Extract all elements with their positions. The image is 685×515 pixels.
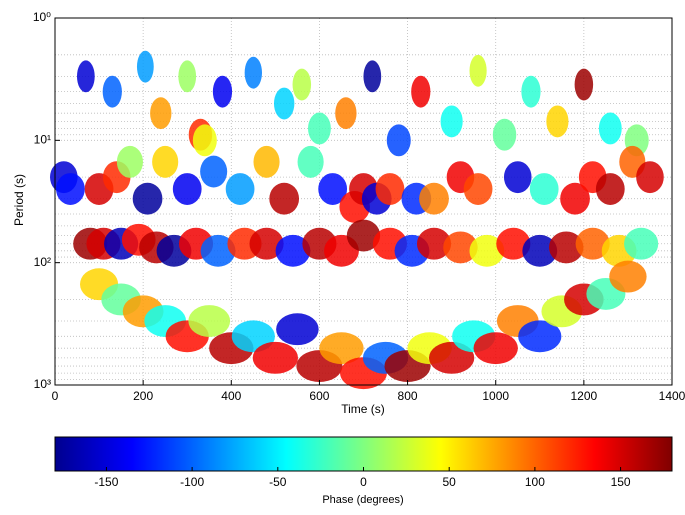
colorbar-tick-label: 100 bbox=[525, 475, 545, 489]
phase-blob bbox=[624, 227, 659, 260]
phase-blob bbox=[276, 313, 319, 346]
phase-blob bbox=[503, 161, 532, 194]
phase-blob bbox=[469, 234, 505, 267]
colorbar-tick-label: 50 bbox=[443, 475, 457, 489]
phase-blob bbox=[132, 182, 163, 215]
phase-blob bbox=[386, 124, 411, 157]
x-tick-label: 200 bbox=[133, 389, 153, 403]
phase-blob bbox=[492, 118, 517, 151]
phase-blob bbox=[335, 97, 357, 130]
phase-blob bbox=[56, 173, 85, 205]
x-tick-label: 0 bbox=[52, 389, 59, 403]
x-tick-label: 1200 bbox=[571, 389, 598, 403]
phase-blob bbox=[150, 97, 172, 130]
phase-blob bbox=[200, 234, 236, 267]
phase-blob bbox=[546, 105, 569, 138]
phase-blob bbox=[319, 332, 364, 365]
phase-blob bbox=[575, 227, 610, 260]
colorbar-tick-label: 0 bbox=[360, 475, 367, 489]
phase-blob bbox=[200, 155, 228, 188]
phase-blob bbox=[416, 227, 452, 260]
x-tick-label: 600 bbox=[309, 389, 329, 403]
phase-blob bbox=[318, 173, 348, 205]
phase-blob bbox=[469, 54, 487, 87]
phase-blob bbox=[212, 75, 233, 108]
x-tick-label: 800 bbox=[398, 389, 418, 403]
phase-blob bbox=[609, 260, 647, 293]
phase-blob bbox=[192, 124, 217, 157]
phase-blob bbox=[440, 105, 463, 138]
phase-blob bbox=[136, 50, 154, 83]
phase-blob bbox=[560, 182, 590, 215]
phase-blob bbox=[363, 60, 382, 93]
x-tick-label: 1000 bbox=[482, 389, 509, 403]
colorbar-label: Phase (degrees) bbox=[322, 494, 403, 506]
y-tick-label: 10⁰ bbox=[33, 10, 51, 24]
phase-blob bbox=[574, 68, 594, 101]
phase-blob bbox=[102, 75, 122, 108]
phase-blob bbox=[178, 60, 197, 93]
phase-blob bbox=[188, 305, 231, 337]
phase-blob bbox=[636, 161, 664, 194]
phase-blob bbox=[253, 145, 280, 178]
phase-blob bbox=[548, 231, 584, 264]
x-tick-label: 1400 bbox=[659, 389, 685, 403]
y-tick-label: 10³ bbox=[34, 377, 51, 391]
phase-blob bbox=[419, 182, 449, 215]
phase-blob bbox=[595, 173, 625, 205]
phase-blob bbox=[411, 75, 431, 108]
phase-blob bbox=[275, 234, 311, 267]
phase-blob bbox=[473, 332, 518, 365]
phase-blob bbox=[297, 145, 324, 178]
phase-blob bbox=[598, 112, 622, 145]
phase-blob bbox=[521, 75, 541, 108]
phase-blob bbox=[269, 182, 300, 215]
plot-frame bbox=[54, 17, 673, 386]
colorbar-tick-label: -100 bbox=[180, 475, 204, 489]
phase-blob bbox=[252, 341, 299, 374]
phase-blob bbox=[292, 68, 312, 101]
y-axis-label: Period (s) bbox=[12, 174, 26, 226]
phase-blob bbox=[496, 227, 531, 260]
phase-blob bbox=[518, 320, 562, 353]
x-axis-label: Time (s) bbox=[341, 402, 385, 416]
phase-blob bbox=[76, 60, 95, 93]
y-tick-label: 10¹ bbox=[34, 133, 51, 147]
phase-blob bbox=[463, 173, 493, 205]
phase-blob bbox=[375, 173, 405, 205]
colorbar-tick-label: -50 bbox=[269, 475, 287, 489]
colorbar-tick-label: -150 bbox=[94, 475, 118, 489]
phase-blob bbox=[172, 173, 202, 205]
phase-blob bbox=[522, 234, 558, 267]
phase-blob bbox=[346, 219, 381, 252]
colorbar bbox=[54, 436, 673, 472]
phase-blob bbox=[244, 56, 263, 89]
phase-blob bbox=[152, 145, 179, 178]
y-tick-label: 10² bbox=[34, 255, 51, 269]
phase-blob bbox=[308, 112, 331, 145]
x-tick-label: 400 bbox=[221, 389, 241, 403]
phase-blob bbox=[529, 173, 559, 205]
phase-blob bbox=[443, 231, 478, 264]
colorbar-tick-label: 150 bbox=[611, 475, 631, 489]
phase-blob bbox=[225, 173, 255, 205]
phase-blob bbox=[116, 145, 143, 178]
phase-blob bbox=[273, 87, 295, 120]
phase-blob bbox=[249, 227, 284, 260]
